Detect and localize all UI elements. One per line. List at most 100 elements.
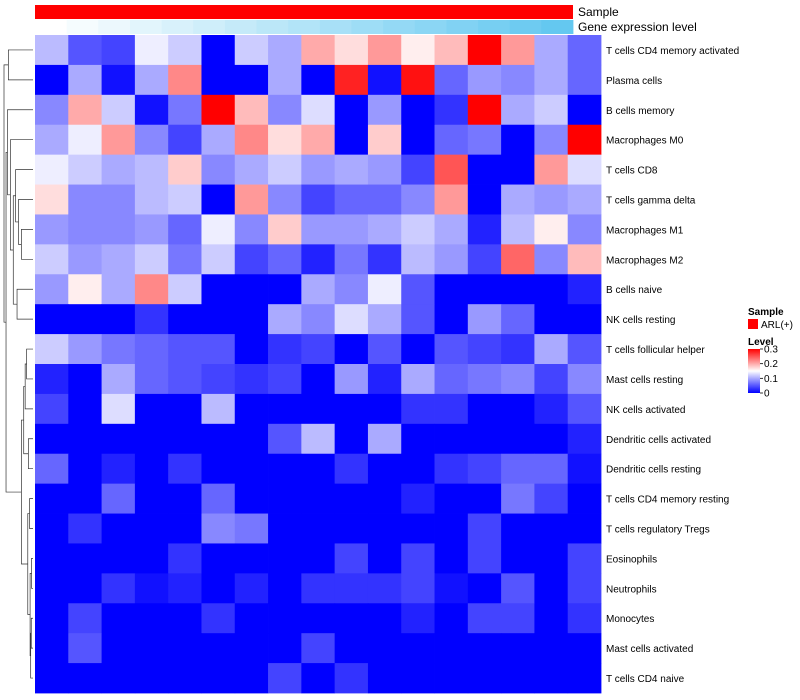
dendrogram-branch bbox=[5, 151, 22, 493]
heatmap-cell bbox=[201, 124, 236, 156]
heatmap-cell bbox=[334, 393, 369, 425]
heatmap-cell bbox=[334, 483, 369, 514]
heatmap-cell bbox=[134, 334, 169, 365]
heatmap-cell bbox=[401, 543, 435, 574]
heatmap-cell bbox=[367, 453, 402, 485]
legend-level-ticks: 0.3 0.2 0.1 0 bbox=[760, 345, 778, 400]
heatmap-cell bbox=[501, 94, 535, 126]
heatmap-cell bbox=[234, 94, 269, 126]
heatmap-cell bbox=[234, 423, 269, 455]
heatmap-cell bbox=[567, 94, 602, 126]
heatmap-cell bbox=[301, 274, 336, 305]
row-label: B cells naive bbox=[606, 285, 663, 296]
row-label: Neutrophils bbox=[606, 584, 657, 595]
heatmap-cell bbox=[68, 35, 102, 66]
heatmap-cell bbox=[134, 304, 169, 335]
heatmap-cell bbox=[467, 244, 502, 275]
heatmap-cell bbox=[367, 35, 402, 66]
heatmap-cell bbox=[234, 274, 269, 305]
heatmap-cell bbox=[567, 513, 602, 544]
heatmap-cell bbox=[101, 603, 136, 634]
dendrogram-branch bbox=[30, 617, 33, 649]
row-label: NK cells activated bbox=[606, 405, 685, 416]
dendrogram-branch bbox=[7, 109, 33, 196]
heatmap-cell bbox=[134, 364, 169, 395]
heatmap-cell bbox=[134, 214, 169, 245]
expression-annotation-cell bbox=[383, 20, 416, 34]
heatmap-cell bbox=[334, 334, 369, 365]
heatmap-cell bbox=[201, 543, 236, 574]
heatmap-cell bbox=[434, 35, 469, 66]
heatmap-cell bbox=[268, 543, 302, 574]
heatmap-cell bbox=[268, 124, 302, 156]
heatmap-cell bbox=[467, 573, 502, 604]
heatmap-cell bbox=[401, 304, 435, 335]
heatmap-cell bbox=[201, 334, 236, 365]
heatmap-cell bbox=[367, 603, 402, 634]
row-label: Dendritic cells resting bbox=[606, 465, 701, 476]
heatmap-cell bbox=[101, 64, 136, 96]
heatmap-cell bbox=[434, 393, 469, 425]
row-label: Macrophages M2 bbox=[606, 255, 684, 266]
heatmap-cell bbox=[367, 304, 402, 335]
heatmap-cell bbox=[567, 274, 602, 305]
heatmap-cell bbox=[501, 184, 535, 215]
row-label: Macrophages M0 bbox=[606, 136, 684, 147]
heatmap-cell bbox=[334, 244, 369, 275]
expression-annotation-cell bbox=[35, 20, 68, 34]
heatmap-cell bbox=[367, 423, 402, 455]
legend-level-tick-label: 0 bbox=[764, 389, 770, 400]
legend-level-tick-label: 0.1 bbox=[764, 374, 778, 385]
heatmap-cell bbox=[434, 244, 469, 275]
row-label: T cells CD4 memory resting bbox=[606, 495, 729, 506]
heatmap-cell bbox=[334, 633, 369, 664]
row-label: Dendritic cells activated bbox=[606, 435, 711, 446]
heatmap-cell bbox=[401, 124, 435, 156]
heatmap-cell bbox=[201, 423, 236, 455]
heatmap-cell bbox=[201, 364, 236, 395]
heatmap-cell bbox=[134, 184, 169, 215]
heatmap-cell bbox=[35, 124, 69, 156]
heatmap-cell bbox=[68, 184, 102, 215]
dendrogram-branch bbox=[31, 558, 33, 589]
row-label: T cells gamma delta bbox=[606, 196, 696, 207]
heatmap-cell bbox=[501, 603, 535, 634]
expression-annotation-cell bbox=[66, 20, 99, 34]
heatmap-cell bbox=[567, 124, 602, 156]
heatmap-cell bbox=[467, 154, 502, 185]
heatmap-cell bbox=[367, 483, 402, 514]
heatmap-cell bbox=[201, 483, 236, 514]
row-label: Eosinophils bbox=[606, 554, 657, 565]
heatmap-cell bbox=[35, 393, 69, 425]
heatmap-cell bbox=[434, 513, 469, 544]
row-label: T cells CD4 memory activated bbox=[606, 46, 739, 57]
heatmap-cell bbox=[134, 663, 169, 694]
heatmap-cell bbox=[534, 483, 569, 514]
heatmap-cell bbox=[168, 274, 202, 305]
heatmap-cell bbox=[268, 393, 302, 425]
heatmap-cell bbox=[268, 453, 302, 485]
heatmap-cell bbox=[401, 513, 435, 544]
dendrogram-branch bbox=[18, 199, 33, 245]
heatmap-cell bbox=[534, 304, 569, 335]
heatmap-cell bbox=[168, 244, 202, 275]
heatmap-cell bbox=[534, 543, 569, 574]
sample-annotation-label: Sample bbox=[578, 5, 619, 19]
heatmap-cell bbox=[101, 35, 136, 66]
expression-annotation-cell bbox=[256, 20, 289, 34]
heatmap-cell bbox=[35, 573, 69, 604]
heatmap-cell bbox=[301, 423, 336, 455]
heatmap-cell bbox=[501, 663, 535, 694]
heatmap-cell bbox=[434, 94, 469, 126]
heatmap-cell bbox=[101, 513, 136, 544]
heatmap-cell bbox=[434, 663, 469, 694]
heatmap-cell bbox=[467, 124, 502, 156]
heatmap-cell bbox=[134, 154, 169, 185]
heatmap-cell bbox=[567, 543, 602, 574]
heatmap-cell bbox=[301, 393, 336, 425]
heatmap-cell bbox=[334, 663, 369, 694]
heatmap-cell bbox=[334, 274, 369, 305]
heatmap-cell bbox=[434, 154, 469, 185]
legend-sample-entry: ARL(+) bbox=[761, 320, 793, 331]
heatmap-cell bbox=[268, 573, 302, 604]
